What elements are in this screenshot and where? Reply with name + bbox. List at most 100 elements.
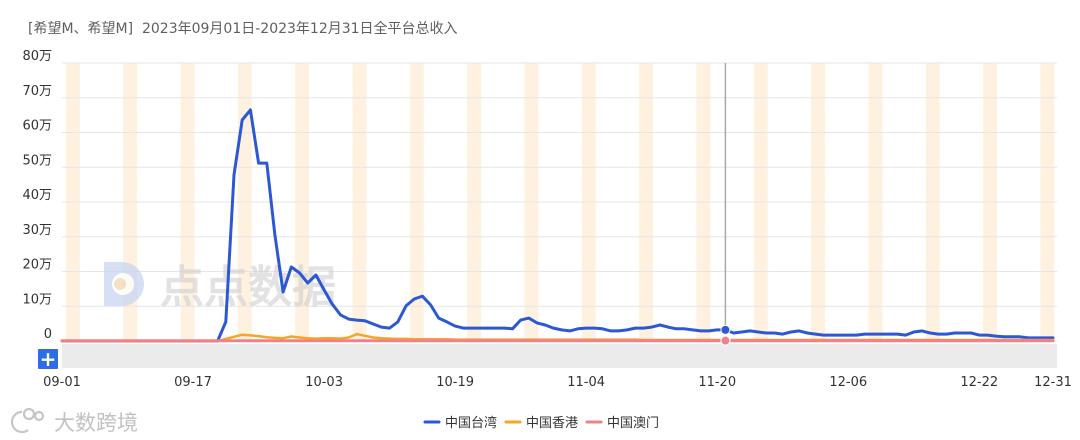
data-point[interactable] <box>134 339 137 342</box>
data-point[interactable] <box>814 339 817 342</box>
data-point[interactable] <box>789 330 793 334</box>
data-point[interactable] <box>740 339 743 342</box>
data-point[interactable] <box>658 323 662 327</box>
data-point[interactable] <box>208 339 211 342</box>
data-point[interactable] <box>716 339 719 342</box>
data-point[interactable] <box>568 329 571 333</box>
data-point[interactable] <box>978 339 981 342</box>
data-point[interactable] <box>830 333 834 337</box>
data-point[interactable] <box>609 339 612 342</box>
data-point[interactable] <box>421 339 424 342</box>
data-point[interactable] <box>519 318 522 322</box>
data-point[interactable] <box>1010 335 1014 338</box>
data-point[interactable] <box>453 324 457 328</box>
data-point[interactable] <box>347 336 350 339</box>
data-point[interactable] <box>666 339 670 342</box>
data-point[interactable] <box>388 337 391 340</box>
data-point[interactable] <box>535 321 539 325</box>
data-point[interactable] <box>118 339 121 342</box>
data-point[interactable] <box>527 339 530 342</box>
data-point[interactable] <box>838 333 842 337</box>
data-point[interactable] <box>232 335 236 338</box>
data-point[interactable] <box>888 332 891 336</box>
data-point[interactable] <box>625 339 629 342</box>
data-point[interactable] <box>765 339 768 342</box>
data-point[interactable] <box>478 339 481 342</box>
data-point[interactable] <box>757 330 760 334</box>
data-point[interactable] <box>265 161 268 165</box>
data-point[interactable] <box>1051 339 1055 342</box>
data-point[interactable] <box>257 334 260 338</box>
data-point[interactable] <box>306 337 309 340</box>
data-point[interactable] <box>527 316 530 320</box>
data-point[interactable] <box>691 339 694 342</box>
data-point[interactable] <box>372 322 375 326</box>
data-point[interactable] <box>339 313 342 317</box>
data-point[interactable] <box>191 339 195 342</box>
data-point[interactable] <box>609 329 612 333</box>
data-point[interactable] <box>871 332 874 336</box>
data-point[interactable] <box>642 326 645 330</box>
data-point[interactable] <box>85 339 88 342</box>
data-point[interactable] <box>1002 335 1006 338</box>
data-point[interactable] <box>658 339 662 342</box>
data-point[interactable] <box>241 333 244 336</box>
data-point[interactable] <box>183 339 187 342</box>
data-point[interactable] <box>347 339 350 342</box>
data-point[interactable] <box>437 339 440 342</box>
data-point[interactable] <box>675 339 678 342</box>
data-point[interactable] <box>101 339 105 342</box>
data-point[interactable] <box>339 339 342 342</box>
data-point[interactable] <box>314 339 318 342</box>
data-point[interactable] <box>945 332 948 336</box>
data-point[interactable] <box>519 339 522 342</box>
data-point[interactable] <box>241 118 244 122</box>
data-point[interactable] <box>642 339 645 342</box>
data-point[interactable] <box>601 327 604 330</box>
data-point[interactable] <box>281 339 285 342</box>
data-point[interactable] <box>601 339 604 342</box>
data-point[interactable] <box>707 329 711 333</box>
data-point[interactable] <box>380 339 383 342</box>
data-point[interactable] <box>486 326 490 330</box>
data-point[interactable] <box>806 331 809 335</box>
data-point[interactable] <box>781 332 784 336</box>
data-point[interactable] <box>249 108 252 112</box>
data-point[interactable] <box>953 339 956 342</box>
data-point[interactable] <box>683 339 686 342</box>
data-point[interactable] <box>413 297 416 301</box>
data-point[interactable] <box>928 331 932 335</box>
data-point[interactable] <box>797 339 801 342</box>
data-point[interactable] <box>986 333 989 337</box>
data-point[interactable] <box>969 331 973 335</box>
data-point[interactable] <box>986 339 989 342</box>
data-point[interactable] <box>1010 339 1014 342</box>
data-point[interactable] <box>372 336 375 339</box>
data-point[interactable] <box>1035 339 1038 342</box>
data-point[interactable] <box>937 332 940 336</box>
data-point[interactable] <box>150 339 154 342</box>
data-point[interactable] <box>1002 339 1006 342</box>
data-point[interactable] <box>142 339 146 342</box>
data-point[interactable] <box>544 323 547 327</box>
legend-item-2[interactable]: 中国香港 <box>504 416 578 431</box>
data-point[interactable] <box>634 326 637 330</box>
data-point[interactable] <box>617 329 621 333</box>
data-point[interactable] <box>249 339 252 342</box>
data-point[interactable] <box>576 339 580 342</box>
data-point[interactable] <box>388 326 391 330</box>
data-point[interactable] <box>666 325 670 329</box>
data-point[interactable] <box>77 339 80 342</box>
data-point[interactable] <box>429 303 432 307</box>
data-point[interactable] <box>322 339 326 342</box>
data-point[interactable] <box>937 339 940 342</box>
data-point[interactable] <box>765 331 768 335</box>
data-point[interactable] <box>847 333 850 337</box>
data-point[interactable] <box>511 327 514 330</box>
data-point[interactable] <box>585 339 588 342</box>
data-point[interactable] <box>396 339 399 342</box>
data-point[interactable] <box>470 339 473 342</box>
data-point[interactable] <box>912 330 915 334</box>
data-point[interactable] <box>298 336 301 339</box>
data-point[interactable] <box>462 339 465 342</box>
